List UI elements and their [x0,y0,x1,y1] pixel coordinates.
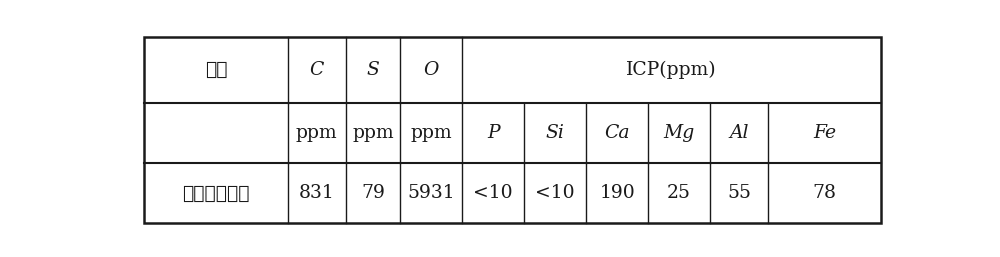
Text: ppm: ppm [410,124,452,142]
Text: 25: 25 [667,184,691,202]
Text: ppm: ppm [352,124,394,142]
Text: 78: 78 [812,184,836,202]
Text: Fe: Fe [813,124,836,142]
Text: 79: 79 [361,184,385,202]
Text: 有机酸处理前: 有机酸处理前 [182,183,250,203]
Text: <10: <10 [535,184,575,202]
Text: Ca: Ca [604,124,630,142]
Text: 831: 831 [299,184,335,202]
Text: P: P [487,124,499,142]
Text: Al: Al [729,124,749,142]
Text: 编号: 编号 [205,60,227,79]
Text: ICP(ppm): ICP(ppm) [626,61,717,79]
Text: S: S [367,61,379,79]
Text: C: C [310,61,324,79]
Text: ppm: ppm [296,124,338,142]
Text: Si: Si [546,124,565,142]
Text: O: O [423,61,439,79]
Text: 55: 55 [727,184,751,202]
Text: 5931: 5931 [407,184,455,202]
Text: <10: <10 [473,184,513,202]
Text: Mg: Mg [664,124,695,142]
Text: 190: 190 [599,184,635,202]
